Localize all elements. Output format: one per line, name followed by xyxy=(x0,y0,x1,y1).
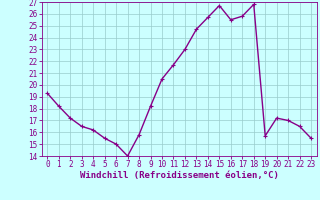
X-axis label: Windchill (Refroidissement éolien,°C): Windchill (Refroidissement éolien,°C) xyxy=(80,171,279,180)
